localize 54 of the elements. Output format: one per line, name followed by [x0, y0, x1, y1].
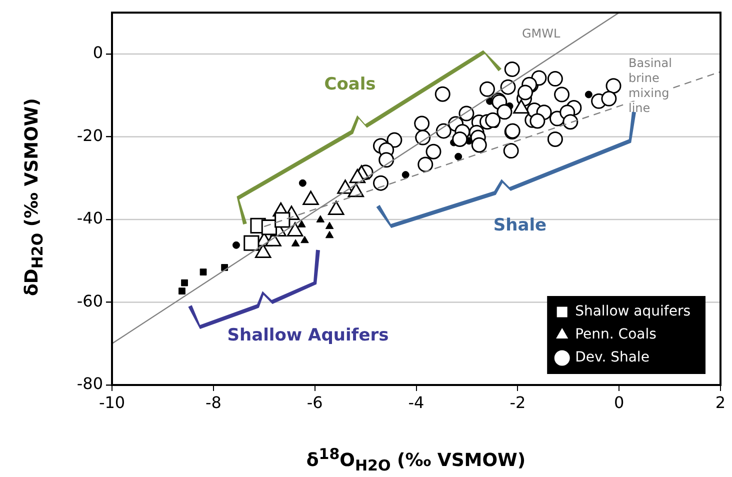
point: [601, 90, 617, 106]
point: [178, 288, 186, 295]
series-label: GMWL: [522, 26, 560, 41]
point: [232, 241, 240, 249]
point: [452, 131, 468, 147]
point: [378, 152, 394, 168]
x-tick-label: -4: [408, 392, 424, 412]
y-tick-label: -60: [76, 291, 103, 310]
x-tick-label: -2: [510, 392, 526, 412]
y-tick-label: 0: [92, 43, 103, 62]
point: [181, 279, 188, 286]
y-tick-label: -80: [76, 374, 103, 394]
point: [547, 131, 563, 147]
annotation: Coals: [324, 74, 376, 94]
x-tick-label: 0: [614, 392, 624, 412]
point: [274, 212, 290, 228]
point: [454, 152, 462, 160]
point: [300, 236, 309, 244]
point: [386, 132, 402, 148]
point: [298, 220, 306, 228]
point: [426, 144, 442, 160]
point: [316, 215, 325, 222]
x-tick-label: -8: [205, 392, 222, 412]
point: [554, 86, 570, 102]
point: [562, 114, 578, 130]
annotation: Shallow Aquifers: [227, 325, 389, 346]
point: [325, 230, 334, 238]
x-tick-label: -10: [98, 392, 126, 412]
point: [471, 137, 487, 153]
x-tick-label: 2: [715, 392, 726, 412]
point: [244, 235, 260, 251]
point: [298, 179, 306, 187]
point: [530, 113, 546, 129]
y-tick-label: -40: [76, 208, 103, 228]
point: [373, 175, 389, 191]
point: [434, 86, 450, 102]
x-tick-label: -6: [306, 392, 323, 412]
point: [291, 239, 300, 246]
point: [518, 84, 534, 100]
y-tick-label: -20: [76, 126, 103, 145]
point: [479, 81, 495, 97]
point: [402, 171, 410, 179]
point: [485, 112, 501, 128]
annotation: Shale: [493, 215, 547, 236]
x-axis-title: δ$^{18}$O$_{H2O}$ (‰ VSMOW): [305, 445, 527, 475]
point: [584, 90, 592, 98]
point: [200, 268, 207, 276]
legend-label: Shallow aquifers: [575, 304, 690, 320]
point: [504, 62, 520, 78]
point: [496, 104, 512, 120]
legend-label: Penn. Coals: [575, 326, 656, 343]
legend-label: Dev. Shale: [575, 350, 650, 366]
series-label: Basinal brine mixing line: [628, 56, 672, 115]
point: [325, 222, 334, 230]
